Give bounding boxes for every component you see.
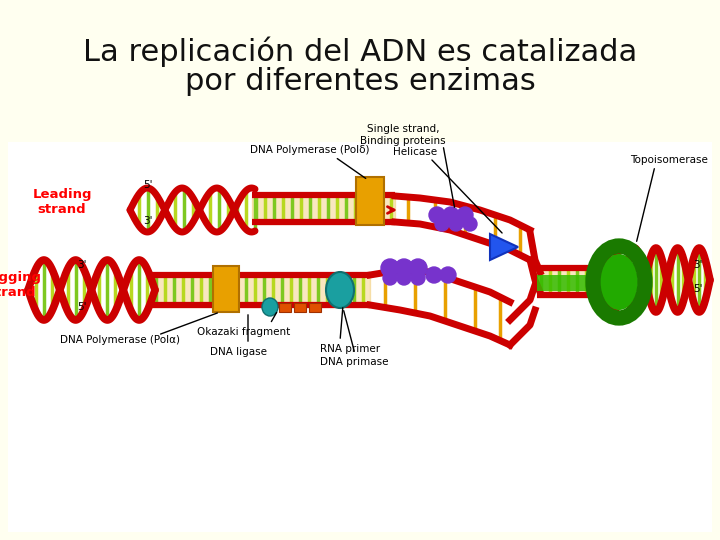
Circle shape bbox=[449, 217, 463, 231]
Text: La replicación del ADN es catalizada: La replicación del ADN es catalizada bbox=[83, 37, 637, 68]
Text: DNA primase: DNA primase bbox=[320, 357, 389, 367]
Circle shape bbox=[440, 267, 456, 283]
Circle shape bbox=[383, 271, 397, 285]
Bar bbox=[294, 303, 306, 312]
Text: Topoisomerase: Topoisomerase bbox=[630, 155, 708, 165]
Circle shape bbox=[457, 207, 473, 223]
Text: 3': 3' bbox=[693, 260, 703, 270]
Text: Helicase: Helicase bbox=[393, 147, 437, 157]
Circle shape bbox=[463, 217, 477, 231]
Text: Okazaki fragment: Okazaki fragment bbox=[197, 327, 290, 337]
Text: 5': 5' bbox=[143, 180, 153, 190]
Text: DNA ligase: DNA ligase bbox=[210, 347, 267, 357]
Polygon shape bbox=[490, 234, 518, 260]
Text: Lagging
strand: Lagging strand bbox=[0, 271, 42, 299]
Circle shape bbox=[395, 259, 413, 277]
Bar bbox=[537, 275, 605, 291]
Text: 3': 3' bbox=[143, 216, 153, 226]
Bar bbox=[8, 142, 712, 532]
Circle shape bbox=[397, 271, 411, 285]
FancyBboxPatch shape bbox=[356, 177, 384, 225]
Circle shape bbox=[443, 207, 459, 223]
Text: Leading
strand: Leading strand bbox=[32, 188, 91, 216]
Bar bbox=[309, 303, 321, 312]
Ellipse shape bbox=[262, 298, 278, 316]
Text: Single strand,
Binding proteins: Single strand, Binding proteins bbox=[360, 124, 446, 146]
Circle shape bbox=[409, 259, 427, 277]
Text: 5': 5' bbox=[693, 284, 703, 294]
Circle shape bbox=[435, 217, 449, 231]
FancyBboxPatch shape bbox=[213, 266, 239, 312]
Ellipse shape bbox=[326, 272, 354, 308]
Text: DNA Polymerase (Polδ): DNA Polymerase (Polδ) bbox=[250, 145, 369, 155]
Circle shape bbox=[426, 267, 442, 283]
Text: RNA primer: RNA primer bbox=[320, 344, 380, 354]
Text: DNA Polymerase (Polα): DNA Polymerase (Polα) bbox=[60, 335, 180, 345]
Text: por diferentes enzimas: por diferentes enzimas bbox=[184, 68, 536, 97]
Circle shape bbox=[429, 207, 445, 223]
Circle shape bbox=[381, 259, 399, 277]
Text: 5': 5' bbox=[77, 302, 86, 312]
Circle shape bbox=[411, 271, 425, 285]
Text: 3': 3' bbox=[77, 260, 86, 270]
Ellipse shape bbox=[600, 254, 638, 310]
Bar bbox=[279, 303, 291, 312]
